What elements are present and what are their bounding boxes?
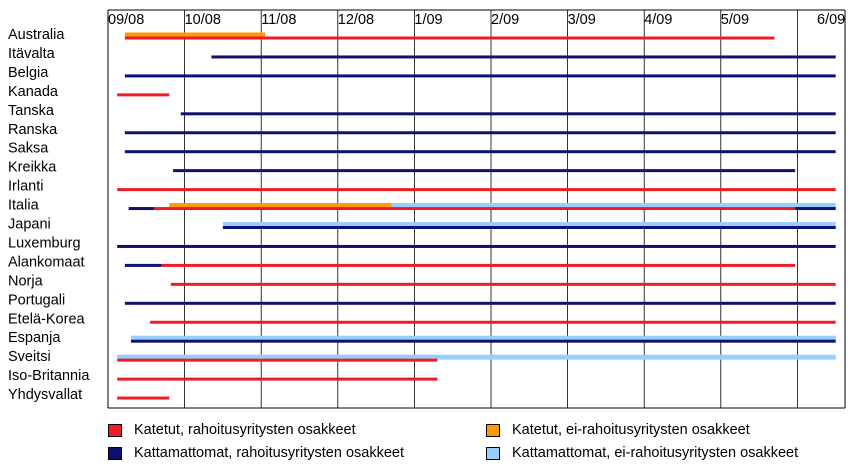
x-tick-label: 12/08 <box>338 12 374 28</box>
country-label: Norja <box>8 273 44 289</box>
country-label: Sveitsi <box>8 349 51 365</box>
country-label: Yhdysvallat <box>8 387 82 403</box>
legend-label: Katetut, ei-rahoitusyritysten osakkeet <box>512 422 750 438</box>
bar <box>117 396 170 400</box>
bar <box>124 74 836 78</box>
country-label: Irlanti <box>8 179 43 195</box>
country-label: Italia <box>8 198 40 214</box>
x-tick-label: 3/09 <box>568 12 596 28</box>
legend-swatch-lightblue <box>486 446 500 460</box>
x-tick-label: 1/09 <box>414 12 442 28</box>
country-label: Alankomaat <box>8 254 85 270</box>
x-tick-label: 6/09 <box>817 12 845 28</box>
bar <box>153 207 796 211</box>
bar <box>124 36 775 40</box>
bars-layer <box>117 32 836 400</box>
bar <box>117 244 836 248</box>
x-tick-label: 11/08 <box>261 12 296 28</box>
bar <box>124 301 836 305</box>
bar <box>124 263 162 267</box>
legend: Katetut, rahoitusyritysten osakkeet Katt… <box>0 418 866 468</box>
bar <box>117 93 170 97</box>
gantt-chart: 09/08 10/08 11/08 12/08 1/09 2/09 3/09 4/09 5/09… <box>8 9 846 409</box>
legend-item-kattamattomat-rahoitus: Kattamattomat, rahoitusyritysten osakkee… <box>108 445 404 461</box>
country-label: Australia <box>8 27 65 43</box>
x-tick-label: 5/09 <box>721 12 749 28</box>
country-label: Belgia <box>8 65 49 81</box>
legend-item-katetut-ei-rahoitus: Katetut, ei-rahoitusyritysten osakkeet <box>486 422 750 438</box>
country-label: Etelä-Korea <box>8 311 86 327</box>
legend-label: Kattamattomat, ei-rahoitusyritysten osak… <box>512 445 799 461</box>
bar <box>170 282 836 286</box>
bar <box>124 150 836 154</box>
legend-swatch-orange <box>486 423 500 437</box>
country-labels: Australia Itävalta Belgia Kanada Tanska Ransk… <box>8 27 90 403</box>
country-label: Kanada <box>8 84 59 100</box>
bar <box>211 55 836 59</box>
x-tick-labels: 09/08 10/08 11/08 12/08 1/09 2/09 3/09 4/09 5/09… <box>108 12 845 28</box>
bar <box>222 222 836 227</box>
country-label: Ranska <box>8 122 58 138</box>
country-label: Espanja <box>8 330 61 346</box>
bar <box>169 203 392 209</box>
country-label: Luxemburg <box>8 235 81 251</box>
country-label: Saksa <box>8 141 49 157</box>
legend-label: Kattamattomat, rahoitusyritysten osakkee… <box>134 445 404 461</box>
country-label: Itävalta <box>8 46 56 62</box>
bar <box>391 203 836 209</box>
country-label: Kreikka <box>8 160 57 176</box>
legend-swatch-red <box>108 423 122 437</box>
bar <box>117 188 836 192</box>
legend-item-kattamattomat-ei-rahoitus: Kattamattomat, ei-rahoitusyritysten osak… <box>486 445 798 461</box>
bar <box>161 263 796 267</box>
bar <box>117 354 836 360</box>
country-label: Portugali <box>8 292 65 308</box>
legend-label: Katetut, rahoitusyritysten osakkeet <box>134 422 356 438</box>
bar <box>222 226 836 229</box>
bar <box>173 169 796 173</box>
x-tick-label: 2/09 <box>491 12 519 28</box>
legend-swatch-navy <box>108 446 122 460</box>
country-label: Iso-Britannia <box>8 368 90 384</box>
country-label: Tanska <box>8 103 55 119</box>
bar <box>180 112 836 116</box>
legend-item-katetut-rahoitus: Katetut, rahoitusyritysten osakkeet <box>108 422 356 438</box>
bar <box>150 320 836 324</box>
bar <box>130 335 836 341</box>
bar <box>128 207 154 211</box>
bar <box>124 32 266 38</box>
bar <box>117 358 438 362</box>
bar <box>117 377 438 381</box>
bar <box>130 339 836 343</box>
x-tick-label: 10/08 <box>185 12 221 28</box>
bar <box>795 207 836 211</box>
country-label: Japani <box>8 217 51 233</box>
x-tick-label: 09/08 <box>108 12 144 28</box>
bar <box>124 131 836 135</box>
x-tick-label: 4/09 <box>644 12 672 28</box>
